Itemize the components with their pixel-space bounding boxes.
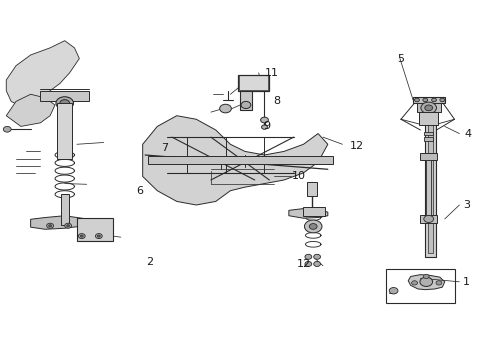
Text: 10: 10 — [292, 171, 306, 181]
Circle shape — [261, 117, 269, 123]
Circle shape — [49, 225, 51, 227]
Circle shape — [425, 105, 433, 111]
Polygon shape — [408, 275, 445, 290]
Bar — [416, 103, 441, 112]
Circle shape — [415, 98, 419, 102]
Circle shape — [262, 125, 268, 129]
Circle shape — [432, 98, 437, 102]
Text: 12: 12 — [296, 259, 311, 269]
Bar — [61, 194, 69, 225]
Text: 8: 8 — [273, 96, 280, 107]
Bar — [424, 137, 433, 141]
Text: 9: 9 — [263, 121, 270, 131]
Circle shape — [440, 98, 445, 102]
Circle shape — [80, 235, 83, 237]
Circle shape — [412, 281, 417, 285]
Polygon shape — [6, 94, 55, 126]
Circle shape — [309, 224, 317, 229]
Bar — [420, 153, 437, 160]
Polygon shape — [143, 116, 328, 205]
Bar — [239, 75, 269, 90]
Text: 11: 11 — [265, 68, 279, 78]
Polygon shape — [30, 216, 99, 229]
Bar — [57, 103, 72, 158]
Circle shape — [389, 288, 398, 294]
Bar — [307, 182, 317, 196]
Text: 7: 7 — [161, 143, 168, 153]
Bar — [77, 217, 114, 241]
Circle shape — [304, 220, 322, 233]
Circle shape — [3, 126, 11, 132]
Circle shape — [423, 98, 428, 102]
Text: 12: 12 — [350, 141, 364, 151]
Circle shape — [60, 100, 70, 107]
Circle shape — [56, 97, 74, 110]
Circle shape — [65, 223, 72, 228]
Circle shape — [67, 225, 70, 227]
Bar — [425, 103, 436, 257]
Circle shape — [421, 102, 437, 113]
Circle shape — [423, 274, 429, 279]
Bar — [147, 156, 333, 164]
Circle shape — [78, 234, 85, 239]
Bar — [419, 112, 438, 125]
Text: 2: 2 — [147, 257, 153, 267]
Circle shape — [96, 234, 102, 239]
Circle shape — [47, 223, 53, 228]
Circle shape — [314, 254, 320, 259]
Bar — [424, 132, 433, 135]
Text: 4: 4 — [465, 129, 472, 139]
Circle shape — [241, 102, 251, 109]
Bar — [238, 75, 270, 91]
Circle shape — [98, 235, 100, 237]
Polygon shape — [6, 41, 79, 109]
Text: 6: 6 — [137, 186, 144, 196]
Text: 3: 3 — [463, 200, 470, 210]
Bar — [428, 107, 433, 253]
Circle shape — [305, 261, 312, 266]
Bar — [426, 160, 431, 216]
Text: 5: 5 — [397, 54, 404, 64]
Circle shape — [420, 277, 433, 287]
Text: 1: 1 — [463, 277, 470, 287]
Circle shape — [220, 104, 231, 113]
Bar — [386, 269, 455, 303]
Bar — [40, 91, 89, 102]
Circle shape — [424, 215, 434, 222]
Bar — [413, 97, 445, 103]
Bar — [240, 91, 252, 111]
Circle shape — [314, 261, 320, 266]
Bar — [420, 215, 437, 223]
Bar — [303, 207, 325, 216]
Polygon shape — [289, 208, 328, 218]
Circle shape — [436, 281, 442, 285]
Circle shape — [305, 254, 312, 259]
